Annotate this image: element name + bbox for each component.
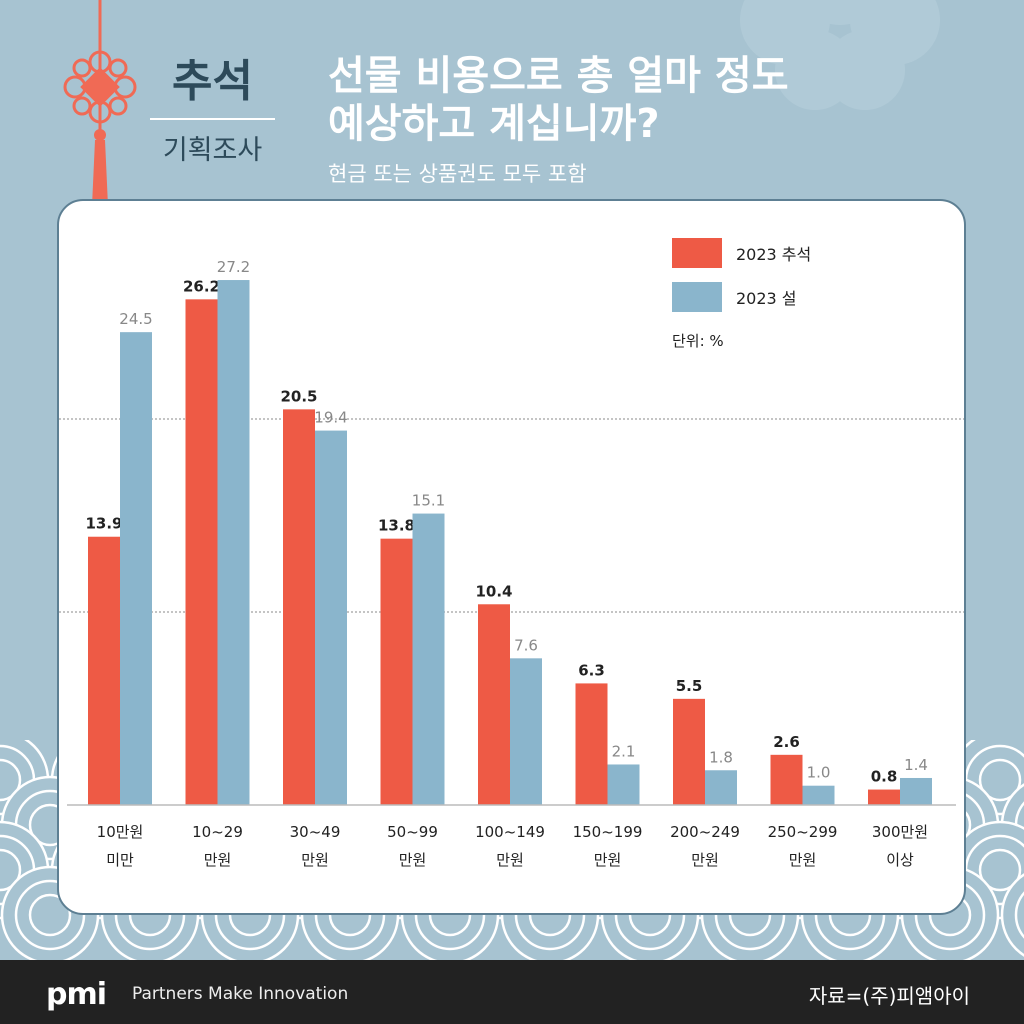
- bar-chuseok: [575, 683, 608, 805]
- brand-block: 추석 기획조사: [150, 50, 275, 167]
- bar-chuseok: [380, 538, 413, 805]
- data-label: 27.2: [217, 258, 250, 276]
- tagline: Partners Make Innovation: [132, 984, 349, 1004]
- bar-seol: [607, 764, 640, 805]
- unit-label: 단위: %: [672, 332, 724, 350]
- data-label: 19.4: [314, 409, 347, 427]
- legend-swatch: [672, 282, 722, 312]
- data-label: 20.5: [280, 387, 317, 405]
- page-title: 선물 비용으로 총 얼마 정도 예상하고 계십니까?: [328, 52, 789, 148]
- bar-chuseok: [185, 299, 218, 805]
- bar-chuseok: [770, 754, 803, 805]
- data-label: 15.1: [412, 492, 445, 510]
- data-label: 5.5: [676, 677, 703, 695]
- x-tick-label: 250~299: [768, 823, 838, 841]
- x-tick-label: 미만: [106, 851, 134, 869]
- data-label: 10.4: [475, 582, 512, 600]
- footer: pmi Partners Make Innovation 자료=(주)피앰아이: [0, 960, 1024, 1024]
- bar-chuseok: [868, 789, 900, 805]
- brand-subtitle: 기획조사: [162, 135, 263, 166]
- x-tick-label: 100~149: [475, 823, 545, 841]
- bar-chuseok: [88, 536, 120, 805]
- bar-seol: [510, 658, 542, 805]
- data-label: 13.8: [378, 517, 415, 535]
- legend-item-chuseok: 2023 추석: [672, 238, 811, 268]
- x-tick-label: 10만원: [97, 823, 144, 841]
- page-subtitle: 현금 또는 상품권도 모두 포함: [328, 162, 587, 186]
- data-label: 26.2: [183, 277, 220, 295]
- title-line-1: 선물 비용으로 총 얼마 정도: [328, 53, 789, 99]
- x-tick-label: 만원: [496, 851, 524, 869]
- pmi-logo: pmi: [46, 977, 107, 1012]
- data-label: 13.9: [85, 515, 122, 533]
- bar-seol: [900, 777, 932, 805]
- bar-chuseok: [673, 698, 705, 805]
- x-tick-label: 만원: [204, 851, 232, 869]
- x-tick-label: 10~29: [192, 823, 243, 841]
- legend-label: 2023 설: [736, 289, 797, 308]
- bar-chuseok: [283, 409, 315, 805]
- bar-seol: [705, 770, 737, 805]
- legend-swatch: [672, 238, 722, 268]
- brand-divider: [150, 118, 275, 120]
- x-tick-label: 30~49: [290, 823, 341, 841]
- legend-item-seol: 2023 설: [672, 282, 811, 312]
- bar-seol: [120, 332, 152, 805]
- bar-seol: [802, 785, 835, 805]
- bar-seol: [412, 513, 445, 805]
- x-tick-label: 이상: [886, 851, 914, 869]
- legend: 2023 추석 2023 설: [672, 238, 811, 326]
- x-tick-label: 만원: [301, 851, 329, 869]
- data-label: 1.0: [807, 764, 831, 782]
- data-label: 1.4: [904, 756, 928, 774]
- x-tick-label: 50~99: [387, 823, 438, 841]
- data-label: 2.6: [773, 733, 800, 751]
- flower-decoration: [740, 0, 940, 110]
- brand-title: 추석: [172, 56, 253, 107]
- bar-seol: [217, 280, 250, 805]
- x-tick-label: 만원: [789, 851, 817, 869]
- title-line-2: 예상하고 계십니까?: [328, 101, 660, 147]
- x-tick-label: 만원: [691, 851, 719, 869]
- data-label: 2.1: [612, 742, 636, 760]
- data-label: 24.5: [119, 310, 152, 328]
- x-tick-label: 200~249: [670, 823, 740, 841]
- x-tick-label: 300만원: [872, 823, 928, 841]
- x-tick-label: 150~199: [573, 823, 643, 841]
- data-label: 7.6: [514, 636, 538, 654]
- bar-chuseok: [478, 604, 510, 805]
- data-label: 1.8: [709, 748, 733, 766]
- legend-label: 2023 추석: [736, 245, 812, 264]
- x-tick-label: 만원: [399, 851, 427, 869]
- data-label: 6.3: [578, 661, 605, 679]
- x-tick-label: 만원: [594, 851, 622, 869]
- data-label: 0.8: [871, 768, 898, 786]
- bar-seol: [315, 430, 347, 805]
- source-label: 자료=(주)피앰아이: [808, 984, 970, 1008]
